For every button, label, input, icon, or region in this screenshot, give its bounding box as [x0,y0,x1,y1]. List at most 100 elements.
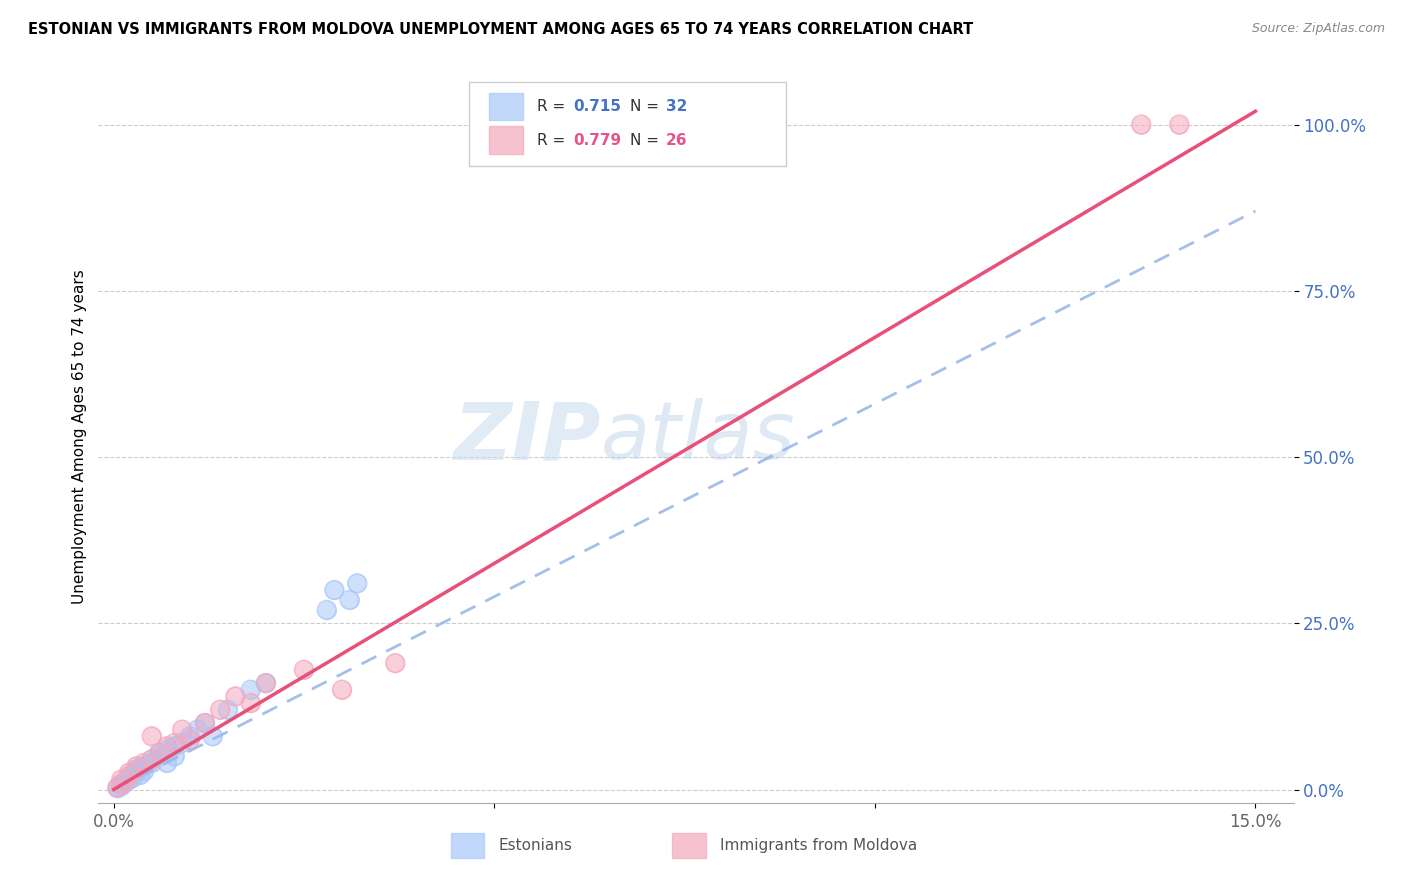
Point [163,739,186,754]
Point [239,696,262,710]
Point [254,676,277,690]
Point [330,682,353,697]
Point [118,769,141,783]
Point [186,723,208,737]
Point [132,759,155,773]
Point [132,756,155,770]
Text: Source: ZipAtlas.com: Source: ZipAtlas.com [1251,22,1385,36]
Point [110,777,132,791]
Point [224,690,246,704]
Text: Immigrants from Moldova: Immigrants from Moldova [720,838,917,853]
Point [186,723,208,737]
Point [125,765,148,780]
Point [118,769,141,783]
Point [125,759,148,773]
Point [125,759,148,773]
Point [107,780,129,795]
Point [110,777,132,791]
Point [156,742,179,756]
Point [194,716,217,731]
Text: N =: N = [630,99,664,114]
Point [156,742,179,756]
Text: 32: 32 [666,99,688,114]
FancyBboxPatch shape [672,832,706,858]
Point [315,603,337,617]
Point [163,749,186,764]
Point [125,763,148,777]
Text: atlas: atlas [600,398,796,476]
Point [172,736,194,750]
Point [1168,118,1191,132]
Point [141,753,163,767]
Point [194,716,217,731]
Point [163,736,186,750]
Point [1168,118,1191,132]
Point [254,676,277,690]
Point [118,765,141,780]
Point [1130,118,1153,132]
Point [129,768,152,782]
Point [254,676,277,690]
Point [217,703,239,717]
Point [323,582,346,597]
Point [121,771,143,785]
Point [114,776,136,790]
Point [141,753,163,767]
Point [346,576,368,591]
FancyBboxPatch shape [489,93,523,120]
Point [114,774,136,789]
Point [118,772,141,787]
Text: 0.715: 0.715 [572,99,621,114]
Point [110,777,132,791]
Point [129,768,152,782]
Point [132,759,155,773]
Point [132,756,155,770]
Point [163,736,186,750]
Point [141,756,163,770]
Point [224,690,246,704]
Point [148,746,170,760]
Point [156,756,179,770]
Point [107,781,129,796]
Point [239,682,262,697]
Point [179,729,201,743]
Point [114,776,136,790]
Point [118,769,141,783]
Point [132,764,155,778]
Point [148,746,170,760]
Point [110,779,132,793]
Text: R =: R = [537,133,571,147]
Point [118,765,141,780]
Point [209,703,232,717]
Point [1130,118,1153,132]
Point [292,663,315,677]
Point [209,703,232,717]
Y-axis label: Unemployment Among Ages 65 to 74 years: Unemployment Among Ages 65 to 74 years [72,269,87,605]
Point [132,764,155,778]
Point [179,729,201,743]
Text: Estonians: Estonians [499,838,572,853]
Point [339,593,361,607]
Point [292,663,315,677]
Point [194,716,217,731]
Point [179,732,201,747]
Point [179,732,201,747]
FancyBboxPatch shape [489,126,523,154]
Point [141,729,163,743]
Point [148,746,170,760]
Point [323,582,346,597]
Point [172,736,194,750]
Point [118,772,141,787]
Point [125,763,148,777]
Point [141,756,163,770]
Point [110,772,132,787]
Point [110,777,132,791]
Point [163,739,186,754]
Point [254,676,277,690]
Point [172,723,194,737]
FancyBboxPatch shape [451,832,485,858]
Point [194,716,217,731]
Text: 26: 26 [666,133,688,147]
Text: R =: R = [537,99,571,114]
Point [110,779,132,793]
